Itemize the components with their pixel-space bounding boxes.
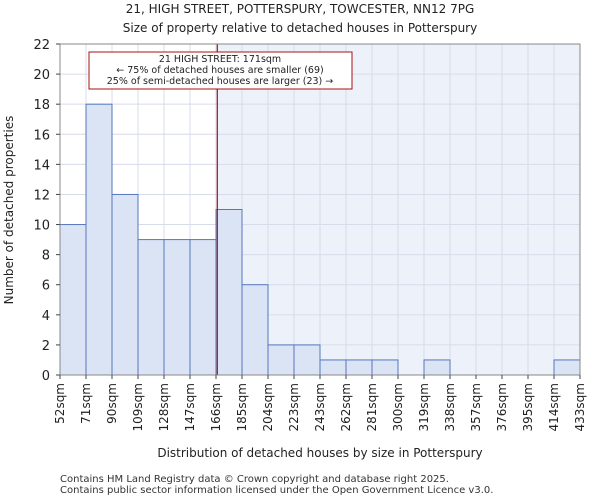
y-tick-label: 10: [33, 219, 50, 234]
annotation-box: 21 HIGH STREET: 171sqm ← 75% of detached…: [88, 51, 353, 90]
x-tick-label: 262sqm: [339, 383, 353, 431]
y-tick-label: 4: [42, 309, 50, 324]
bar-223sqm: [293, 344, 321, 376]
footer-line2: Contains public sector information licen…: [60, 485, 494, 496]
bar-281sqm: [371, 359, 399, 376]
x-tick-label: 357sqm: [469, 383, 483, 431]
y-tick-label: 8: [42, 249, 50, 264]
y-tick-label: 16: [33, 128, 50, 143]
bar-166sqm: [215, 209, 243, 376]
y-tick-label: 20: [33, 68, 50, 83]
y-tick-label: 2: [42, 339, 50, 354]
bar-319sqm: [423, 359, 451, 376]
bar-414sqm: [553, 359, 581, 376]
x-tick-label: 395sqm: [521, 383, 535, 431]
bars: [59, 103, 581, 376]
bar-262sqm: [345, 359, 373, 376]
bar-128sqm: [163, 239, 191, 376]
bar-204sqm: [267, 344, 295, 376]
y-tick-label: 18: [33, 98, 50, 113]
y-axis-label: Number of detached properties: [2, 116, 16, 305]
x-tick-label: 338sqm: [443, 383, 457, 431]
x-tick-label: 109sqm: [131, 383, 145, 431]
x-tick-label: 166sqm: [209, 383, 223, 431]
x-tick-label: 433sqm: [573, 383, 587, 431]
bar-185sqm: [241, 284, 269, 376]
x-tick-label: 204sqm: [261, 383, 275, 431]
x-tick-label: 223sqm: [287, 383, 301, 431]
annotation-line2: ← 75% of detached houses are smaller (69…: [116, 65, 323, 76]
y-tick-label: 14: [33, 158, 50, 173]
y-axis-ticks: 0 2 4 6 8 10 12 14 16 18 20 22: [33, 38, 60, 384]
annotation-line1: 21 HIGH STREET: 171sqm: [159, 54, 281, 65]
bar-109sqm: [137, 239, 165, 376]
x-tick-label: 376sqm: [495, 383, 509, 431]
x-tick-label: 71sqm: [79, 383, 93, 424]
x-tick-label: 147sqm: [183, 383, 197, 431]
bar-90sqm: [111, 193, 139, 376]
x-tick-label: 90sqm: [105, 383, 119, 424]
x-axis-label: Distribution of detached houses by size …: [157, 446, 482, 460]
chart-title-line2: Size of property relative to detached ho…: [123, 21, 477, 35]
highlight-region: [217, 44, 581, 375]
x-tick-label: 281sqm: [365, 383, 379, 431]
footer-line1: Contains HM Land Registry data © Crown c…: [60, 474, 449, 485]
x-tick-label: 52sqm: [53, 383, 67, 424]
bar-71sqm: [85, 103, 113, 376]
x-axis-ticks: 52sqm 71sqm 90sqm 109sqm 128sqm 147sqm 166sqm 1…: [53, 375, 587, 431]
x-tick-label: 300sqm: [391, 383, 405, 431]
annotation-line3: 25% of semi-detached houses are larger (…: [107, 76, 334, 87]
x-tick-label: 243sqm: [313, 383, 327, 431]
x-tick-label: 185sqm: [235, 383, 249, 431]
x-tick-label: 319sqm: [417, 383, 431, 431]
bar-147sqm: [189, 239, 217, 376]
y-tick-label: 0: [42, 369, 50, 384]
bar-52sqm: [59, 224, 87, 376]
chart-title-line1: 21, HIGH STREET, POTTERSPURY, TOWCESTER,…: [126, 2, 475, 16]
bar-243sqm: [319, 359, 347, 376]
y-tick-label: 6: [42, 279, 50, 294]
x-tick-label: 414sqm: [547, 383, 561, 431]
x-tick-label: 128sqm: [157, 383, 171, 431]
y-tick-label: 22: [33, 38, 50, 53]
y-tick-label: 12: [33, 188, 50, 203]
